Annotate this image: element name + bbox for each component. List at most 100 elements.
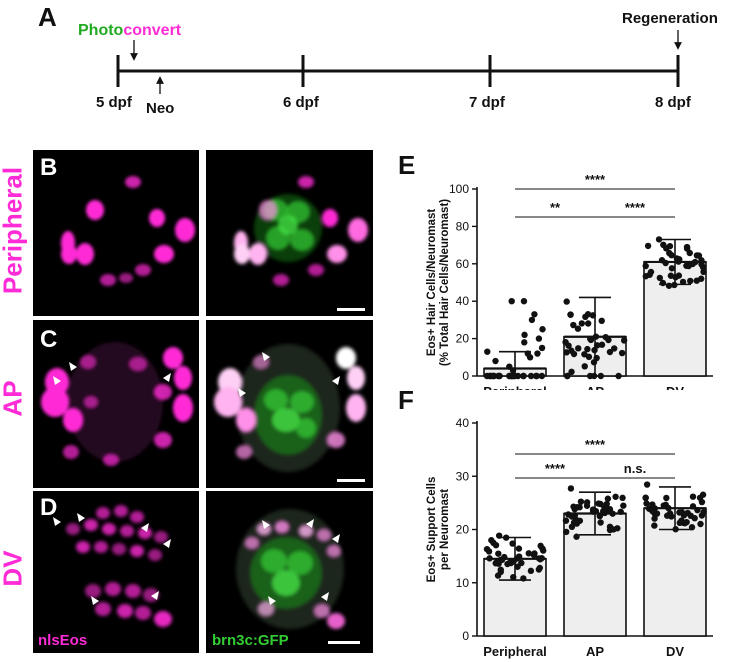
micrograph-d-merge bbox=[206, 491, 373, 653]
data-point-ap bbox=[563, 528, 570, 536]
data-point-dv bbox=[685, 262, 692, 270]
x-tick-label-ap: AP bbox=[586, 384, 604, 390]
data-point-ap bbox=[570, 350, 578, 358]
data-point-ap bbox=[583, 499, 591, 506]
data-point-ap bbox=[615, 372, 622, 380]
neo-label: Neo bbox=[146, 100, 175, 117]
data-point-dv bbox=[676, 519, 683, 527]
significance-label: **** bbox=[585, 175, 606, 187]
data-point-ap bbox=[581, 363, 588, 370]
panel-label-f: F bbox=[398, 385, 414, 415]
data-point-dv bbox=[700, 268, 707, 276]
panel-label-b: B bbox=[40, 154, 58, 181]
data-point-ap bbox=[568, 368, 575, 376]
micrograph-c-eos bbox=[33, 320, 199, 488]
data-point-peripheral bbox=[492, 541, 500, 549]
data-point-dv bbox=[642, 262, 649, 270]
data-point-peripheral bbox=[508, 298, 515, 305]
y-tick-label: 100 bbox=[449, 182, 469, 196]
row-label-dv: DV bbox=[0, 550, 28, 587]
micrograph-d-eos bbox=[33, 491, 199, 653]
data-point-peripheral bbox=[493, 559, 500, 566]
data-point-peripheral bbox=[538, 372, 546, 380]
data-point-peripheral bbox=[538, 344, 546, 352]
data-point-ap bbox=[614, 525, 621, 532]
data-point-dv bbox=[644, 242, 652, 250]
y-tick-label: 0 bbox=[462, 369, 469, 383]
significance-label: n.s. bbox=[624, 461, 646, 476]
data-point-peripheral bbox=[515, 545, 523, 552]
data-point-peripheral bbox=[495, 550, 502, 557]
regeneration-label: Regeneration bbox=[622, 10, 718, 27]
data-point-dv bbox=[666, 249, 673, 257]
y-tick-label: 20 bbox=[456, 332, 470, 346]
data-point-ap bbox=[570, 321, 577, 329]
y-axis-label-line2: (% Total Hair Cells/Neuromast) bbox=[439, 199, 451, 366]
data-point-dv bbox=[698, 498, 706, 506]
data-point-peripheral bbox=[521, 339, 528, 346]
data-point-ap bbox=[576, 504, 583, 511]
data-point-dv bbox=[663, 245, 670, 252]
data-point-ap bbox=[598, 317, 605, 325]
data-point-peripheral bbox=[540, 547, 547, 554]
photoconvert-label: Photoconvert bbox=[78, 22, 181, 40]
data-point-ap bbox=[577, 498, 585, 505]
row-label-peripheral: Peripheral bbox=[0, 166, 28, 295]
panel-label-e: E bbox=[398, 150, 416, 180]
data-point-dv bbox=[678, 509, 686, 516]
data-point-dv bbox=[699, 263, 707, 271]
data-point-ap bbox=[606, 348, 614, 356]
data-point-peripheral bbox=[533, 372, 540, 380]
data-point-ap bbox=[567, 311, 574, 318]
row-label-ap: AP bbox=[0, 380, 28, 417]
significance-label: ** bbox=[550, 200, 561, 215]
x-tick-label-peripheral: Peripheral bbox=[483, 384, 547, 390]
y-tick-label: 10 bbox=[456, 576, 470, 590]
tick-label-7dpf: 7 dpf bbox=[469, 94, 505, 111]
data-point-ap bbox=[603, 500, 610, 508]
x-tick-label-dv: DV bbox=[666, 384, 684, 390]
data-point-dv bbox=[691, 515, 698, 522]
data-point-ap bbox=[598, 341, 606, 348]
data-point-peripheral bbox=[490, 372, 497, 380]
data-point-dv bbox=[646, 271, 653, 278]
data-point-ap bbox=[568, 513, 576, 520]
micrograph-b-eos bbox=[33, 150, 199, 316]
data-point-ap bbox=[573, 520, 581, 527]
data-point-dv bbox=[687, 277, 694, 285]
data-point-ap bbox=[584, 320, 592, 327]
scale-bar-b bbox=[337, 308, 365, 311]
scale-bar-d bbox=[328, 641, 360, 644]
data-point-ap bbox=[574, 325, 582, 332]
channel-label-brn3c: brn3c:GFP bbox=[212, 632, 289, 649]
significance-label: **** bbox=[625, 200, 646, 215]
data-point-ap bbox=[620, 337, 628, 344]
data-point-peripheral bbox=[485, 548, 493, 555]
data-point-ap bbox=[612, 493, 619, 500]
data-point-peripheral bbox=[531, 550, 538, 557]
data-point-peripheral bbox=[536, 564, 544, 572]
data-point-dv bbox=[700, 508, 707, 516]
significance-label: **** bbox=[545, 461, 566, 476]
data-point-peripheral bbox=[492, 357, 499, 365]
panel-label-c: C bbox=[40, 326, 58, 353]
data-point-ap bbox=[590, 372, 598, 380]
data-point-ap bbox=[581, 351, 588, 358]
convert-word: convert bbox=[123, 22, 182, 39]
data-point-dv bbox=[668, 513, 675, 520]
data-point-peripheral bbox=[534, 350, 541, 357]
tick-label-6dpf: 6 dpf bbox=[283, 94, 319, 111]
data-point-dv bbox=[683, 245, 691, 252]
y-tick-label: 40 bbox=[456, 294, 470, 308]
channel-label-nlseos: nlsEos bbox=[38, 632, 88, 649]
y-tick-label: 80 bbox=[456, 219, 470, 233]
micrograph-c-merge bbox=[206, 320, 373, 488]
data-point-ap bbox=[567, 485, 575, 492]
data-point-dv bbox=[653, 510, 661, 517]
data-point-dv bbox=[681, 520, 689, 527]
data-point-peripheral bbox=[531, 311, 538, 318]
data-point-ap bbox=[605, 336, 612, 344]
micrograph-b-merge bbox=[206, 150, 373, 316]
data-point-peripheral bbox=[497, 568, 505, 576]
data-point-peripheral bbox=[527, 567, 535, 575]
